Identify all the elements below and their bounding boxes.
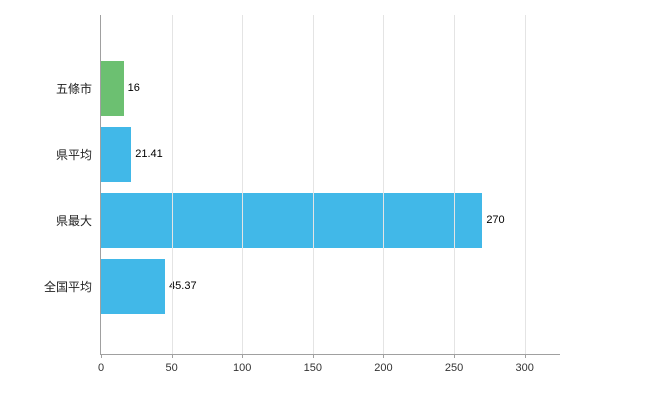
bar-row: 県平均 21.41 [56,121,560,187]
gridline [312,15,314,354]
value-label: 45.37 [169,280,197,292]
category-label: 県最大 [55,213,92,228]
category-label: 全国平均 [43,279,92,294]
x-axis-tick-label: 250 [444,362,464,374]
x-axis-tick-label: 300 [515,362,534,374]
value-label: 21.41 [135,148,163,160]
x-axis-tick [524,354,526,358]
x-axis-tick [312,354,314,358]
plot-area: 五條市 16 県平均 21.41 県最大 270 全国平均 45.37 0 50 100 150 20… [44,15,560,374]
x-axis-tick [242,354,244,358]
x-axis-tick-label: 0 [97,362,105,374]
bar-3 [101,258,166,314]
x-axis-tick [101,354,102,358]
x-axis-tick-label: 150 [303,362,323,374]
gridline [171,15,173,354]
x-axis-tick-label: 200 [374,362,393,374]
value-label: 16 [127,82,140,94]
x-axis-tick [171,354,173,358]
bar-row: 県最大 270 [56,187,560,253]
gridline [524,15,526,354]
bar-2 [101,192,483,248]
bar-0 [101,60,124,116]
gridline [242,15,244,354]
bar-row: 全国平均 45.37 [44,253,560,319]
bars-container: 五條市 16 県平均 21.41 県最大 270 全国平均 45.37 [44,55,560,319]
bar-1 [101,126,132,182]
bar-row: 五條市 16 [56,55,560,121]
category-label: 県平均 [55,147,92,162]
x-axis-tick-label: 50 [165,362,178,374]
value-label: 270 [486,214,505,226]
category-label: 五條市 [55,81,92,96]
x-axis-tick-label: 100 [233,362,252,374]
x-axis-tick [454,354,456,358]
x-axis-tick [383,354,385,358]
gridline [454,15,456,354]
gridline [383,15,385,354]
